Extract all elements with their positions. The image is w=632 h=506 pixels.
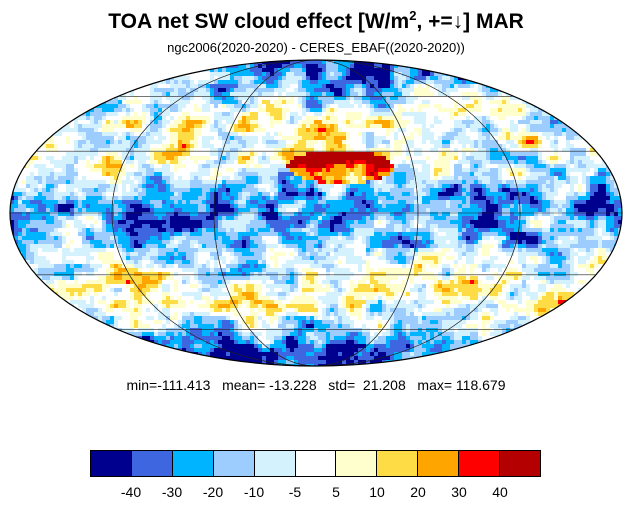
map-panel	[0, 55, 632, 370]
colorbar-tick-label: -30	[161, 484, 183, 500]
plot-subtitle: ngc2006(2020-2020) - CERES_EBAF((2020-20…	[167, 40, 465, 55]
colorbar-swatch	[213, 451, 255, 476]
colorbar-swatch	[91, 451, 132, 476]
graticule-lines	[10, 60, 622, 366]
colorbar-tick-label: -5	[288, 484, 302, 500]
colorbar-tick-label: 30	[451, 484, 467, 500]
colorbar-swatch	[500, 451, 540, 476]
title-tail: , +=↓] MAR	[416, 10, 524, 33]
colorbar-swatch	[131, 451, 173, 476]
colorbar-swatch	[459, 451, 501, 476]
colorbar-tick-label: -40	[120, 484, 142, 500]
colorbar-tick-label: 20	[410, 484, 426, 500]
colorbar-labels: -40 -30 -20 -10 -5 5 10 20 30 40	[90, 484, 541, 502]
colorbar-swatch	[295, 451, 337, 476]
plot-title: TOA net SW cloud effect [W/m2, +=↓] MAR	[0, 8, 632, 34]
colorbar-swatch	[172, 451, 214, 476]
colorbar-tick-label: 5	[332, 484, 340, 500]
meridian-line	[213, 60, 419, 366]
cloud-effect-field	[10, 60, 622, 366]
colorbar-tick-label: -10	[243, 484, 265, 500]
title-main: TOA net SW cloud effect [W/m	[108, 10, 410, 33]
meridian-line	[111, 60, 521, 366]
colorbar-tick-label: 40	[492, 484, 508, 500]
colorbar-tick-label: 10	[369, 484, 385, 500]
colorbar-swatch	[336, 451, 378, 476]
colorbar-swatch	[418, 451, 460, 476]
colorbar-swatch	[377, 451, 419, 476]
colorbar	[90, 450, 541, 477]
field-statistics: min=-111.413 mean= -13.228 std= 21.208 m…	[126, 377, 506, 393]
map-outline	[9, 59, 623, 367]
title-superscript: 2	[409, 8, 417, 23]
colorbar-tick-label: -20	[202, 484, 224, 500]
colorbar-swatch	[254, 451, 296, 476]
mollweide-map	[9, 59, 623, 367]
